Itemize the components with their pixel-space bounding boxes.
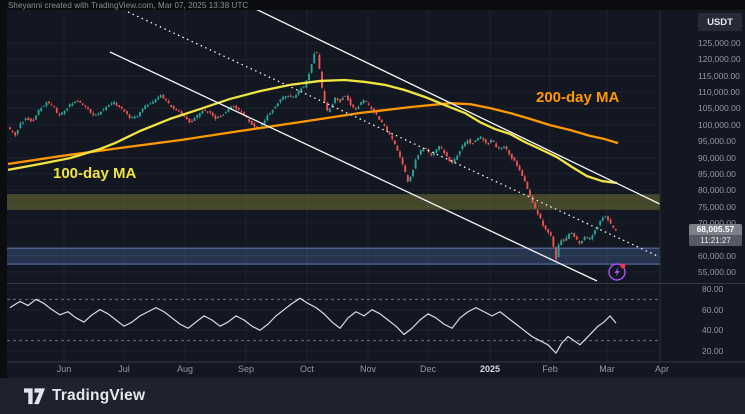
rsi-axis-label: 80.00 [702,284,724,294]
rsi-axis-label: 20.00 [702,346,724,356]
price-axis-label: 70,000.00 [698,217,736,228]
rsi-axis-label: 60.00 [702,304,724,315]
ma100-annotation-label: 100-day MA [53,165,137,182]
footer-strip: TradingView [0,378,745,414]
resistance-zone [7,194,660,210]
time-axis-label: Oct [299,364,315,374]
price-axis-label: 55,000.00 [698,267,736,277]
ma200-annotation-label: 200-day MA [536,89,620,106]
price-axis-label: 95,000.00 [698,136,736,147]
trendline [127,11,660,258]
price-axis-label: 105,000.00 [698,103,741,114]
tradingview-logo-icon [24,387,45,404]
rsi-line [9,297,617,354]
price-axis-label: 115,000.00 [698,70,740,81]
price-axis-label: 100,000.00 [698,119,741,130]
time-axis-label: Sep [237,364,255,374]
price-axis-label: 125,000.00 [698,38,741,48]
time-axis-label: Jun [56,364,72,374]
price-axis-label: 120,000.00 [698,54,741,65]
support-zone [7,248,660,265]
trendline [109,51,598,282]
price-axis-label: 80,000.00 [698,185,736,196]
last-price-badge: 68,005.57 11:21:27 [689,224,742,246]
time-axis-label: Nov [359,364,377,374]
time-axis-label: Feb [542,364,558,374]
time-axis-label: Aug [176,364,194,374]
ma100-line [7,78,618,185]
time-axis-label: Apr [654,364,670,374]
candle-countdown: 11:21:27 [689,235,742,246]
time-axis-label: Mar [599,364,615,374]
time-axis-label: Dec [419,364,437,374]
alert-flash-icon[interactable] [608,263,626,281]
candlesticks [9,51,617,262]
price-axis-label: 110,000.00 [698,87,740,98]
time-axis-label: 2025 [479,364,501,374]
ma200-line [7,102,619,166]
currency-toggle-button[interactable]: USDT [698,13,742,31]
tradingview-logo-text: TradingView [52,387,146,404]
price-axis-label: 60,000.00 [698,250,736,261]
time-axis-label: Jul [118,364,130,374]
attribution-text: Sheyanni created with TradingView.com, M… [8,1,249,10]
last-price-value: 68,005.57 [689,224,742,235]
tradingview-logo[interactable]: TradingView [24,387,145,405]
price-axis-label: 75,000.00 [698,201,736,212]
price-axis-label: 85,000.00 [698,168,736,179]
rsi-axis-label: 40.00 [702,325,724,336]
price-axis-label: 90,000.00 [698,152,736,163]
trendline [256,10,660,205]
